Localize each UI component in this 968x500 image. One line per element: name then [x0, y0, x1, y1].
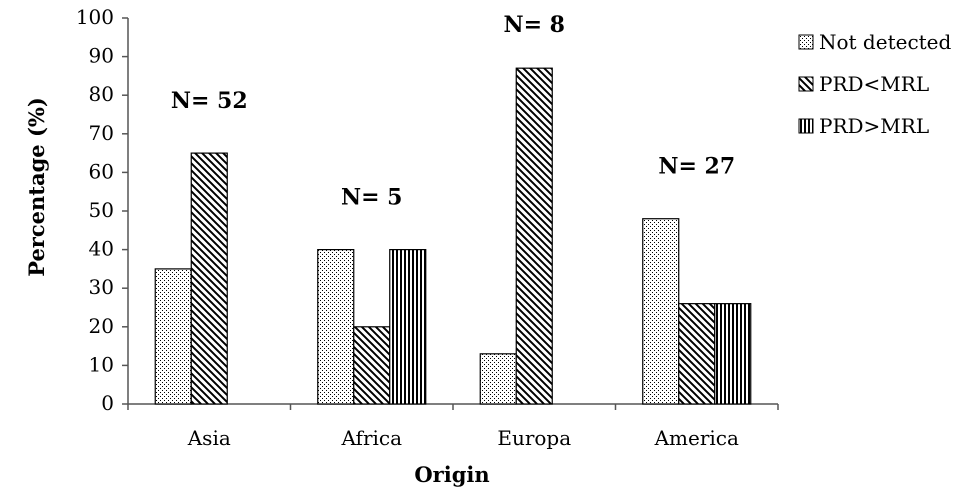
y-tick-label: 60 [89, 159, 114, 183]
bar [479, 353, 517, 405]
x-tick-label: Africa [340, 426, 402, 450]
legend-item: PRD<MRL [798, 72, 929, 96]
bar [190, 152, 228, 405]
legend-swatch [798, 34, 814, 50]
legend-item: Not detected [798, 30, 952, 54]
y-tick-label: 80 [89, 82, 114, 106]
x-tick-label: Europa [497, 426, 571, 450]
group-annotation: N= 8 [503, 12, 565, 38]
bar [389, 249, 427, 405]
y-tick-label: 70 [89, 121, 114, 145]
x-axis-title: Origin [414, 462, 489, 487]
bar [317, 249, 355, 405]
y-tick-label: 50 [89, 198, 114, 222]
legend: Not detected PRD<MRL PRD>MRL [798, 30, 952, 138]
annotations: N= 52 N= 5 N= 8 N= 27 [171, 12, 735, 211]
y-tick-label: 30 [89, 275, 114, 299]
y-tick-label: 90 [89, 44, 114, 68]
y-tick-label: 100 [76, 5, 114, 29]
y-axis-title: Percentage (%) [24, 97, 49, 277]
x-tick-label: America [654, 426, 739, 450]
legend-swatch [798, 118, 814, 134]
y-tick-label: 40 [89, 237, 114, 261]
bar [353, 326, 391, 405]
bar [515, 67, 553, 405]
legend-swatch [798, 76, 814, 92]
legend-label: PRD>MRL [819, 114, 929, 138]
legend-label: Not detected [819, 30, 952, 54]
y-tick-label: 0 [101, 391, 114, 415]
y-axis: 0 10 20 30 40 50 60 70 80 90 100 [76, 5, 129, 415]
bar [642, 218, 680, 405]
bar [714, 303, 752, 405]
legend-label: PRD<MRL [819, 72, 929, 96]
x-tick-label: Asia [187, 426, 231, 450]
group-annotation: N= 27 [658, 154, 735, 180]
y-tick-label: 20 [89, 314, 114, 338]
group-annotation: N= 52 [171, 88, 248, 114]
x-axis: Asia Africa Europa America [127, 403, 779, 450]
y-tick-label: 10 [89, 352, 114, 376]
bar [154, 268, 192, 405]
group-annotation: N= 5 [341, 185, 403, 211]
legend-item: PRD>MRL [798, 114, 929, 138]
bar [678, 303, 716, 405]
bars [154, 67, 752, 405]
